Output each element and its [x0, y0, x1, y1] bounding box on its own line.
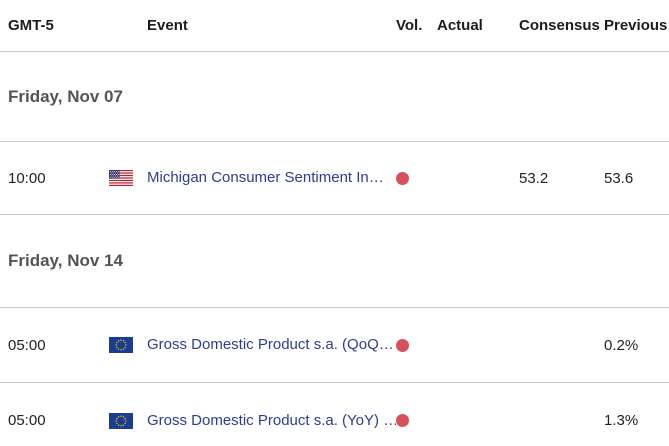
date-label: Friday, Nov 07 [8, 86, 123, 106]
previous-value: 1.3% [604, 412, 639, 429]
previous-value: 0.2% [604, 336, 639, 354]
event-row-gdp-yoy: 05:00 Gross Domestic Product s.a. (YoY) … [0, 383, 669, 446]
date-header-nov-07: Friday, Nov 07 [0, 52, 669, 142]
consensus-value: 53.2 [519, 169, 549, 187]
high-volatility-icon [396, 414, 437, 427]
col-header-previous: Previous [604, 17, 668, 34]
eu-flag-icon [109, 337, 147, 353]
event-row-gdp-qoq: 05:00 Gross Domestic Product s.a. (QoQ… … [0, 308, 669, 383]
col-header-gmt: GMT-5 [8, 17, 54, 34]
event-time: 05:00 [8, 336, 46, 354]
event-link[interactable]: Michigan Consumer Sentiment In… [147, 169, 384, 186]
high-volatility-icon [396, 338, 437, 352]
table-header-row: GMT-5 Event Vol. Actual Consensus Previo… [0, 0, 669, 52]
col-header-event: Event [147, 17, 188, 34]
event-row-michigan-sentiment: 10:00 Michig [0, 142, 669, 215]
high-volatility-icon [396, 171, 437, 185]
us-flag-icon [109, 170, 147, 186]
event-link[interactable]: Gross Domestic Product s.a. (YoY) … [147, 411, 396, 429]
col-header-consensus: Consensus [519, 17, 600, 34]
col-header-actual: Actual [437, 17, 483, 34]
date-header-nov-14: Friday, Nov 14 [0, 215, 669, 308]
event-time: 10:00 [8, 169, 46, 187]
event-link[interactable]: Gross Domestic Product s.a. (QoQ… [147, 336, 394, 353]
col-header-vol: Vol. [396, 17, 423, 34]
event-time: 05:00 [8, 412, 46, 429]
previous-value: 53.6 [604, 169, 634, 187]
date-label: Friday, Nov 14 [8, 251, 123, 270]
eu-flag-icon [109, 412, 147, 429]
